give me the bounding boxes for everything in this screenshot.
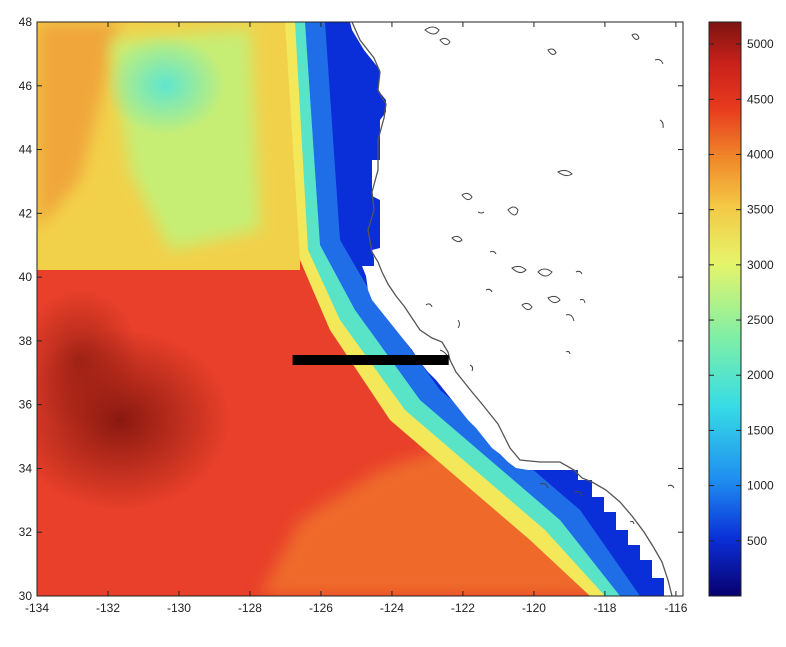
colorbar-ticks: 5000 4500 4000 3500 3000 2500 2000 1500 1000 500 bbox=[709, 37, 774, 548]
x-axis: -134 -132 -130 -128 -126 -124 -122 -120 -118 -116 bbox=[25, 22, 688, 615]
y-tick-label: 46 bbox=[19, 79, 33, 93]
colorbar: 5000 4500 4000 3500 3000 2500 2000 1500 1000 500 bbox=[708, 21, 774, 597]
inland-features bbox=[424, 26, 675, 525]
x-tick-label: -120 bbox=[522, 601, 546, 615]
y-tick-label: 38 bbox=[19, 334, 33, 348]
x-tick-label: -122 bbox=[451, 601, 475, 615]
map-frame bbox=[36, 21, 684, 597]
y-tick-label: 30 bbox=[19, 589, 33, 603]
x-tick-label: -124 bbox=[380, 601, 404, 615]
x-tick-label: -116 bbox=[664, 601, 687, 615]
x-tick-label: -134 bbox=[25, 601, 49, 615]
map-plot-area bbox=[37, 22, 683, 596]
y-tick-label: 34 bbox=[19, 461, 33, 475]
land-mask bbox=[350, 22, 683, 596]
colorbar-tick-label: 500 bbox=[747, 534, 767, 548]
x-tick-label: -118 bbox=[593, 601, 616, 615]
x-tick-label: -126 bbox=[309, 601, 333, 615]
y-tick-label: 40 bbox=[19, 270, 33, 284]
x-tick-label: -128 bbox=[238, 601, 262, 615]
x-tick-label: -130 bbox=[167, 601, 191, 615]
seamount-cyan-spot bbox=[105, 35, 225, 135]
colorbar-tick-label: 4500 bbox=[747, 92, 774, 106]
y-tick-label: 48 bbox=[19, 15, 33, 29]
x-tick-label: -132 bbox=[96, 601, 120, 615]
colorbar-tick-label: 1500 bbox=[747, 423, 774, 437]
colorbar-tick-label: 2500 bbox=[747, 313, 774, 327]
y-tick-label: 44 bbox=[19, 143, 33, 157]
colorbar-tick-label: 5000 bbox=[747, 37, 774, 51]
slope-orange-band bbox=[260, 440, 600, 596]
colorbar-tick-label: 2000 bbox=[747, 368, 774, 382]
north-orange-edge bbox=[37, 22, 120, 230]
colorbar-gradient bbox=[708, 21, 742, 597]
y-tick-label: 42 bbox=[19, 206, 33, 220]
colorbar-tick-label: 1000 bbox=[747, 479, 774, 493]
colorbar-tick-label: 4000 bbox=[747, 147, 774, 161]
y-axis: 48 46 44 42 40 38 36 34 32 30 bbox=[19, 15, 683, 603]
abyssal-plain-region-2 bbox=[37, 290, 140, 430]
y-tick-label: 36 bbox=[19, 398, 33, 412]
colorbar-tick-label: 3500 bbox=[747, 203, 774, 217]
coastline bbox=[351, 22, 673, 596]
colorbar-tick-label: 3000 bbox=[747, 258, 774, 272]
y-tick-label: 32 bbox=[19, 525, 33, 539]
